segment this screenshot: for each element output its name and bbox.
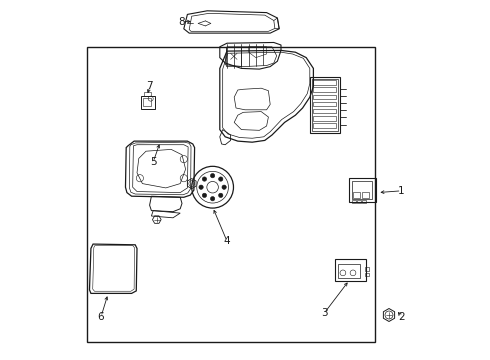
Bar	[144, 92, 151, 96]
Circle shape	[219, 177, 223, 181]
Bar	[349, 178, 376, 202]
Bar	[141, 96, 155, 109]
Bar	[87, 47, 374, 342]
Bar	[313, 95, 336, 99]
Bar	[313, 87, 336, 92]
Bar	[351, 181, 372, 199]
Bar	[313, 123, 336, 128]
Circle shape	[202, 177, 207, 181]
Bar	[313, 116, 336, 121]
Circle shape	[222, 185, 226, 189]
Bar	[310, 77, 341, 133]
Bar	[357, 200, 361, 203]
Bar	[365, 273, 369, 276]
Text: 1: 1	[398, 186, 405, 196]
Bar	[144, 98, 151, 106]
Text: 7: 7	[147, 81, 153, 91]
Circle shape	[199, 185, 203, 189]
Bar	[362, 192, 369, 198]
Text: 4: 4	[224, 236, 230, 246]
Bar	[312, 79, 338, 131]
Bar	[335, 259, 366, 281]
Text: 6: 6	[98, 312, 104, 322]
Circle shape	[210, 197, 215, 201]
Bar	[313, 109, 336, 113]
Bar	[363, 200, 366, 203]
Bar	[313, 80, 336, 85]
Bar	[338, 264, 360, 278]
Text: 2: 2	[398, 312, 405, 322]
Bar	[352, 200, 356, 203]
Bar	[365, 267, 369, 271]
Text: 5: 5	[150, 157, 156, 167]
Circle shape	[202, 193, 207, 198]
Text: 8: 8	[179, 17, 185, 27]
Circle shape	[210, 174, 215, 178]
Text: 3: 3	[321, 308, 327, 318]
Bar	[353, 192, 360, 198]
Circle shape	[219, 193, 223, 198]
Bar	[313, 102, 336, 106]
